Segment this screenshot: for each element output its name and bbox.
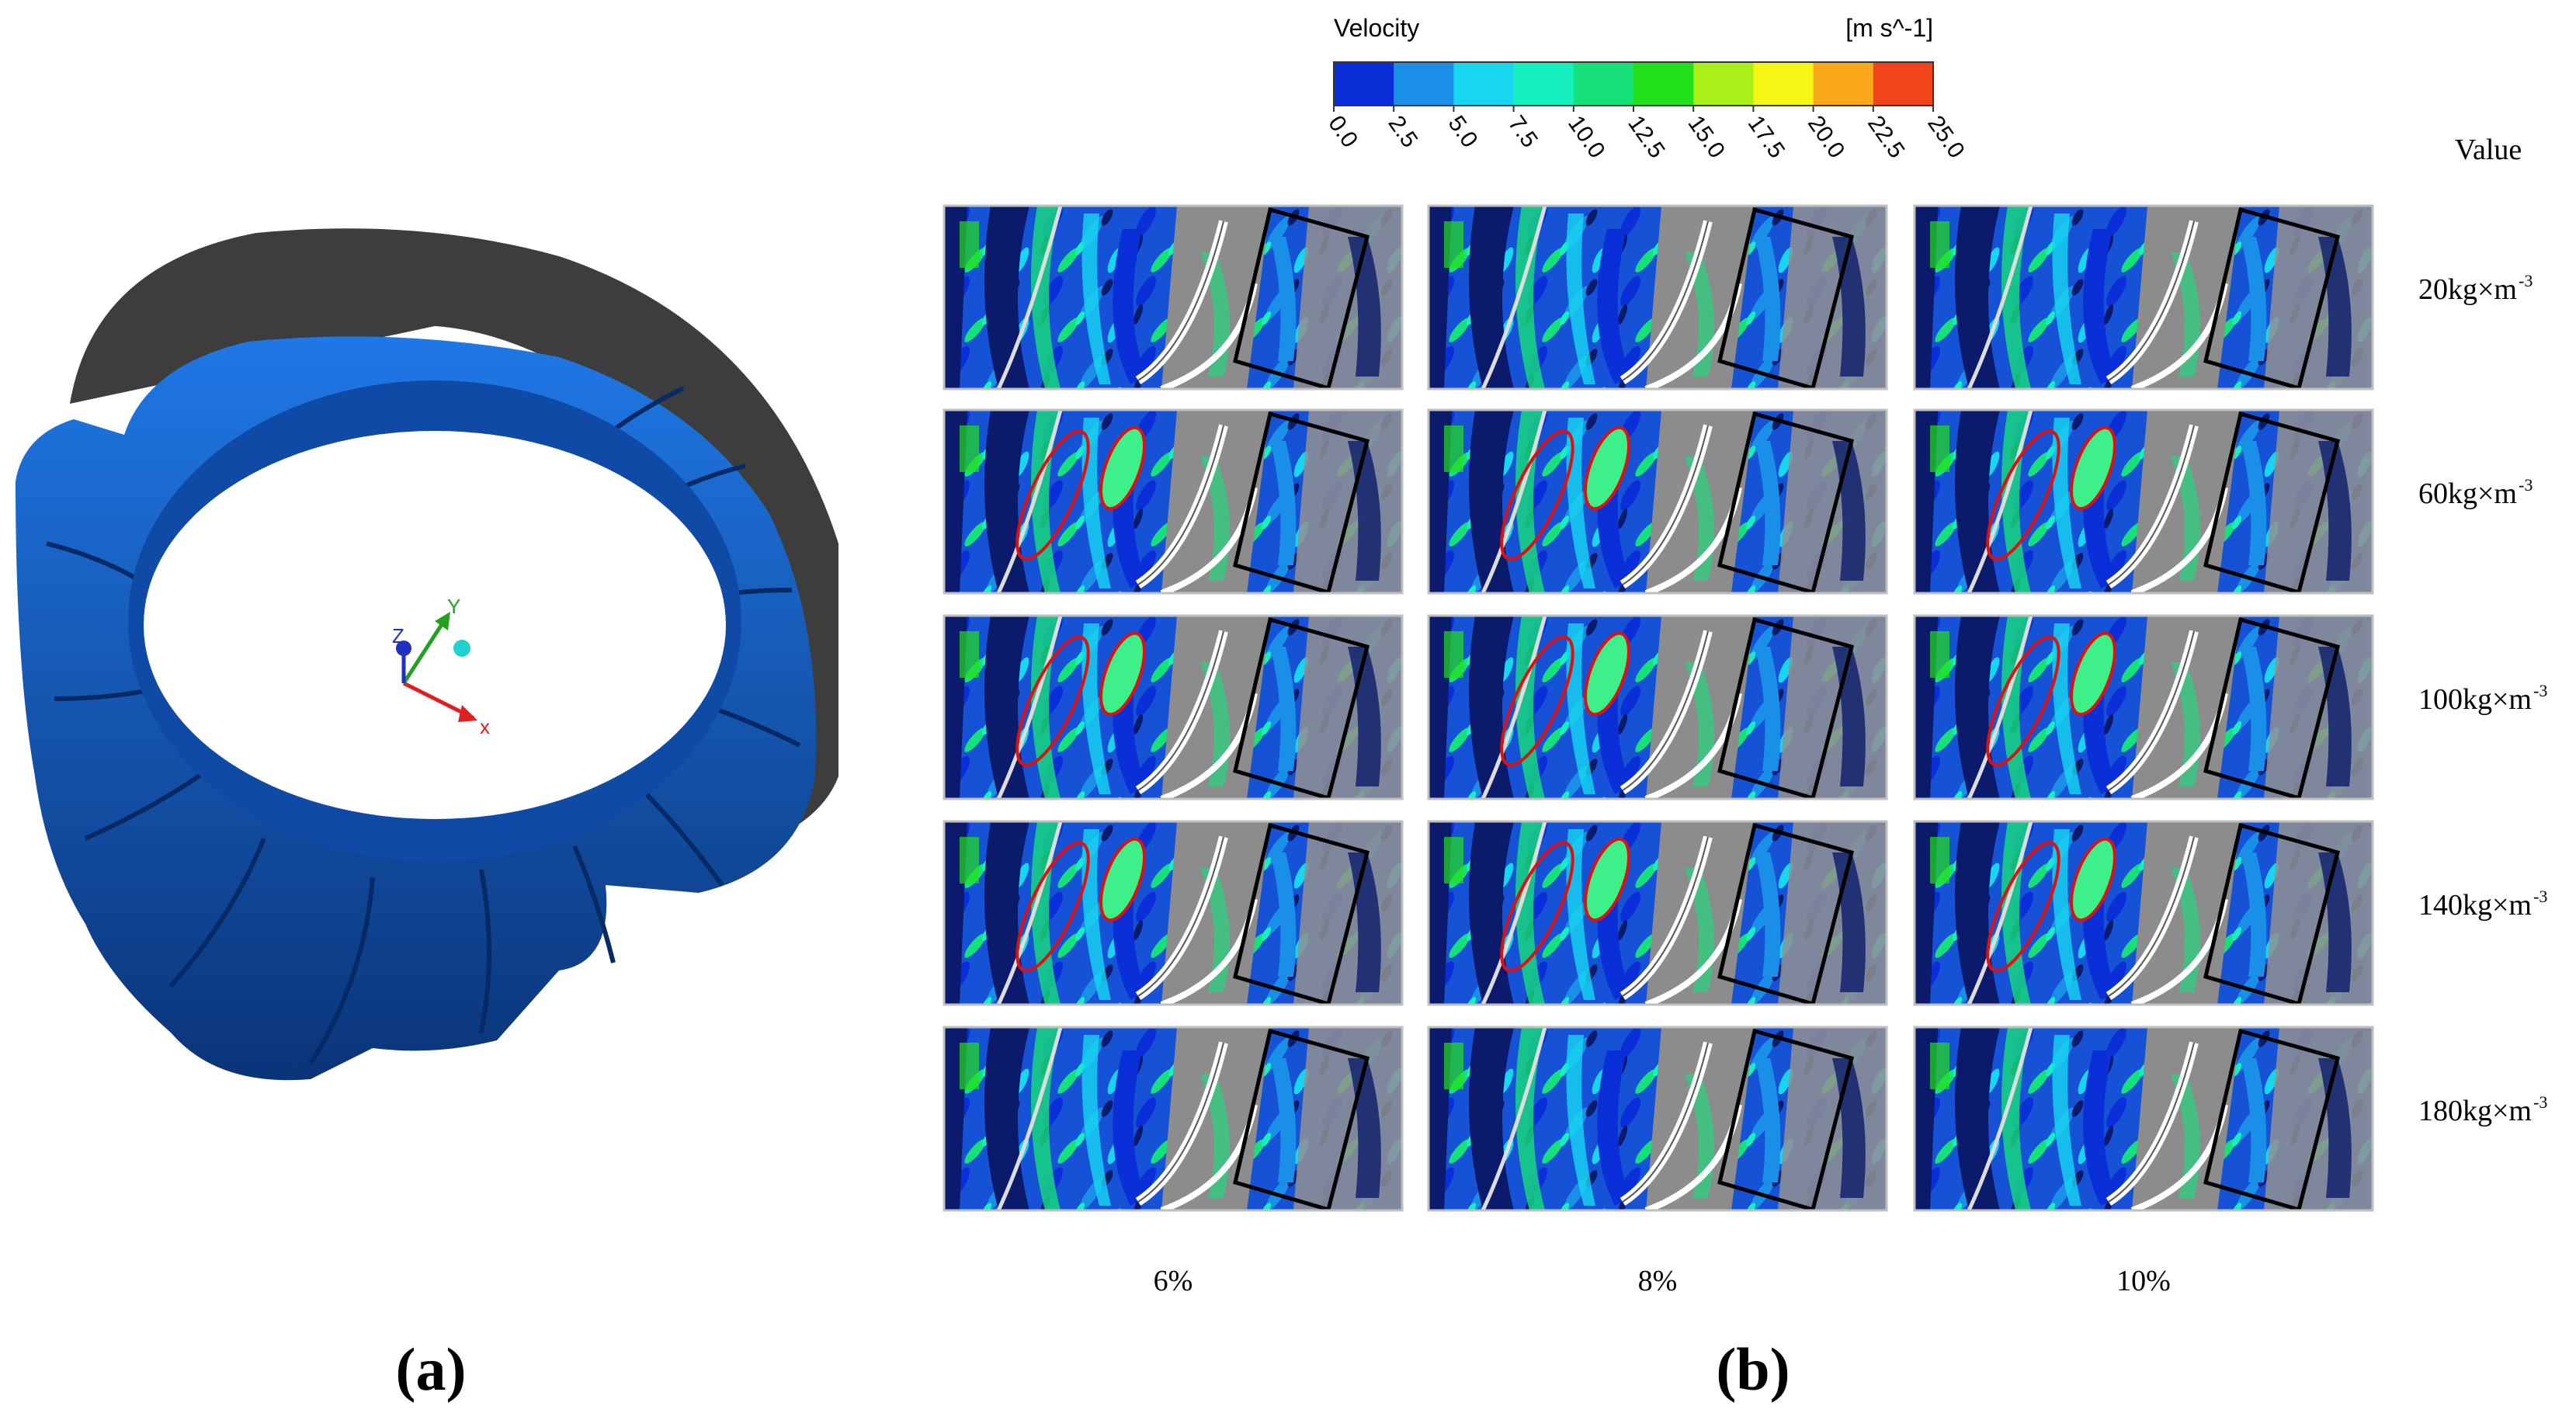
colorbar-segment-6 (1693, 62, 1754, 106)
colorbar-title: Velocity (1334, 14, 1419, 42)
row-label: 180kg×m (2418, 1095, 2532, 1127)
colorbar-tick-label: 20.0 (1803, 111, 1850, 163)
panel-b-label: (b) (1716, 1335, 1790, 1403)
panel-a-impeller: x Y Z (a) (16, 228, 838, 1403)
colorbar-segment-9 (1873, 62, 1934, 106)
colorbar: Velocity [m s^-1] 0.0 2.5 5.0 7.5 10.0 12.5 15… (1323, 14, 1970, 163)
colorbar-tick-label: 5.0 (1443, 111, 1483, 152)
cfd-panel-r4-c2 (1915, 1027, 2373, 1210)
panel-b: Velocity [m s^-1] 0.0 2.5 5.0 7.5 10.0 12.5 15… (944, 14, 2547, 1403)
cfd-panel-r4-c0 (944, 1027, 1402, 1210)
colorbar-tick-label: 7.5 (1503, 111, 1543, 152)
cfd-panel-r4-c1 (1429, 1027, 1887, 1210)
cfd-panel-r0-c1 (1429, 206, 1887, 389)
colorbar-unit: [m s^-1] (1845, 14, 1933, 42)
row-label: 140kg×m (2418, 889, 2532, 922)
row-label-exponent: -3 (2533, 681, 2547, 700)
colorbar-segment-5 (1633, 62, 1694, 106)
colorbar-segment-2 (1453, 62, 1515, 106)
column-label: 10% (2116, 1265, 2171, 1297)
cfd-panel-r1-c0 (944, 410, 1402, 593)
cfd-panel-r0-c0 (944, 206, 1402, 389)
colorbar-segment-7 (1753, 62, 1814, 106)
cfd-panel-r3-c2 (1915, 821, 2373, 1005)
value-header: Value (2455, 134, 2522, 166)
colorbar-ticks: 0.0 2.5 5.0 7.5 10.0 12.5 15.0 17.5 20.0 22.5 25.0 (1323, 106, 1970, 163)
colorbar-tick-label: 10.0 (1563, 111, 1610, 163)
colorbar-segments (1334, 62, 1934, 106)
colorbar-tick-label: 2.5 (1383, 111, 1422, 152)
colorbar-tick-label: 0.0 (1323, 111, 1363, 152)
colorbar-tick-label: 25.0 (1922, 111, 1970, 163)
column-label: 8% (1638, 1265, 1678, 1297)
row-label: 100kg×m (2418, 683, 2532, 716)
column-labels: 6% 8% 10% (1154, 1265, 2171, 1297)
axis-z-label: Z (392, 624, 404, 647)
cfd-panel-r1-c2 (1915, 410, 2373, 593)
row-label-exponent: -3 (2519, 271, 2533, 290)
row-label: 20kg×m (2418, 273, 2517, 306)
colorbar-segment-0 (1334, 62, 1394, 106)
column-label: 6% (1154, 1265, 1193, 1297)
cfd-panel-r1-c1 (1429, 410, 1887, 593)
cfd-panel-r2-c2 (1915, 616, 2373, 799)
colorbar-segment-1 (1394, 62, 1454, 106)
cfd-grid (944, 206, 2373, 1210)
cfd-panel-r2-c1 (1429, 616, 1887, 799)
cfd-panel-r3-c1 (1429, 821, 1887, 1005)
impeller-shroud (70, 228, 838, 862)
row-label: 60kg×m (2418, 477, 2517, 510)
colorbar-segment-3 (1513, 62, 1574, 106)
cfd-panel-r2-c0 (944, 616, 1402, 799)
colorbar-segment-8 (1813, 62, 1874, 106)
row-label-exponent: -3 (2533, 1092, 2547, 1112)
cfd-panel-r3-c0 (944, 821, 1402, 1005)
axis-y-label: Y (447, 595, 460, 618)
cfd-panel-r0-c2 (1915, 206, 2373, 389)
axis-triad: x Y Z (392, 595, 490, 738)
row-label-exponent: -3 (2533, 887, 2547, 906)
colorbar-tick-label: 17.5 (1743, 111, 1790, 163)
impeller-eye (144, 431, 726, 819)
axis-x-label: x (480, 715, 490, 738)
colorbar-tick-label: 22.5 (1863, 111, 1910, 163)
row-label-exponent: -3 (2519, 475, 2533, 495)
colorbar-tick-label: 15.0 (1682, 111, 1730, 163)
colorbar-tick-label: 12.5 (1623, 111, 1670, 163)
panel-a-label: (a) (396, 1335, 467, 1403)
colorbar-segment-4 (1573, 62, 1634, 106)
